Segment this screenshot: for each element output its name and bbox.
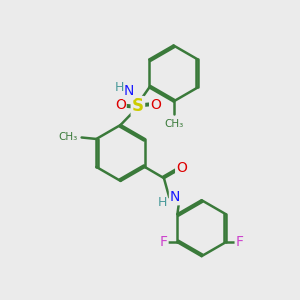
Text: N: N <box>124 85 134 98</box>
Text: F: F <box>236 235 244 249</box>
Text: CH₃: CH₃ <box>59 133 78 142</box>
Text: O: O <box>150 98 161 112</box>
Text: CH₃: CH₃ <box>164 119 183 129</box>
Text: H: H <box>158 196 167 209</box>
Text: O: O <box>115 98 126 112</box>
Text: N: N <box>170 190 180 204</box>
Text: H: H <box>115 81 124 94</box>
Text: O: O <box>176 161 187 175</box>
Text: S: S <box>132 97 144 115</box>
Text: F: F <box>160 235 167 249</box>
